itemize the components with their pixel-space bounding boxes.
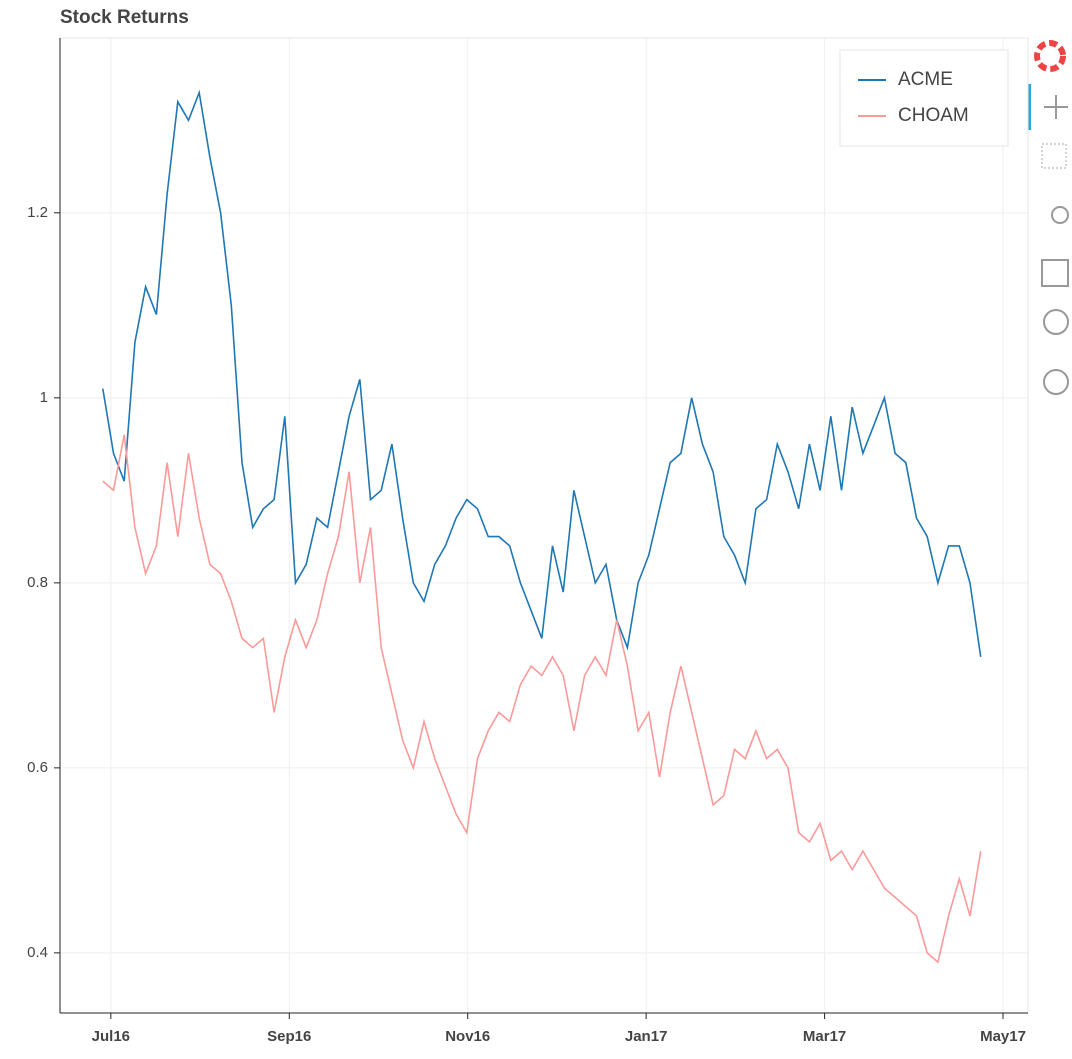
legend-box xyxy=(839,49,1009,147)
help-tool[interactable] xyxy=(1043,369,1069,395)
y-tick-label: 0.6 xyxy=(27,759,48,776)
bokeh-logo[interactable] xyxy=(1034,40,1066,72)
y-tick-label: 1.2 xyxy=(27,204,48,221)
series-line xyxy=(102,434,982,964)
chart-title: Stock Returns xyxy=(60,7,189,28)
active-indicator xyxy=(1028,84,1031,130)
x-tick-label: Nov16 xyxy=(445,1028,490,1045)
wheel-zoom-tool[interactable] xyxy=(1051,206,1069,224)
save-tool[interactable] xyxy=(1041,259,1069,287)
pan-tool[interactable] xyxy=(1044,95,1068,119)
y-tick-label: 0.8 xyxy=(27,574,48,591)
x-tick-label: Jan17 xyxy=(625,1028,668,1045)
reset-tool[interactable] xyxy=(1043,309,1069,335)
x-tick-label: May17 xyxy=(980,1028,1026,1045)
series-line xyxy=(102,89,982,658)
x-tick-label: Sep16 xyxy=(267,1028,311,1045)
legend-label: CHOAM xyxy=(898,105,969,126)
x-tick-label: Jul16 xyxy=(92,1028,130,1045)
y-tick-label: 1 xyxy=(40,389,48,406)
y-tick-label: 0.4 xyxy=(27,944,48,961)
legend-label: ACME xyxy=(898,69,953,90)
x-tick-label: Mar17 xyxy=(803,1028,846,1045)
box-zoom-tool[interactable] xyxy=(1041,143,1067,169)
toolbar xyxy=(1028,40,1069,395)
plot-frame xyxy=(59,37,1029,1014)
